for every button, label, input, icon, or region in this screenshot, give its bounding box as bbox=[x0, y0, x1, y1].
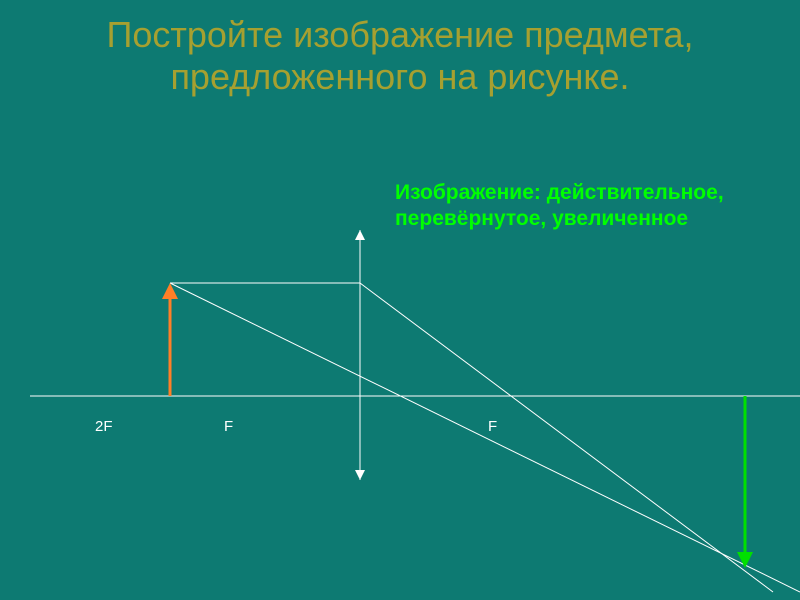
slide: Постройте изображение предмета, предложе… bbox=[0, 0, 800, 600]
optics-diagram bbox=[0, 0, 800, 600]
focal-label-2f-left: 2F bbox=[95, 418, 113, 435]
focal-label-f-right: F bbox=[488, 418, 497, 435]
focal-label-f-left: F bbox=[224, 418, 233, 435]
